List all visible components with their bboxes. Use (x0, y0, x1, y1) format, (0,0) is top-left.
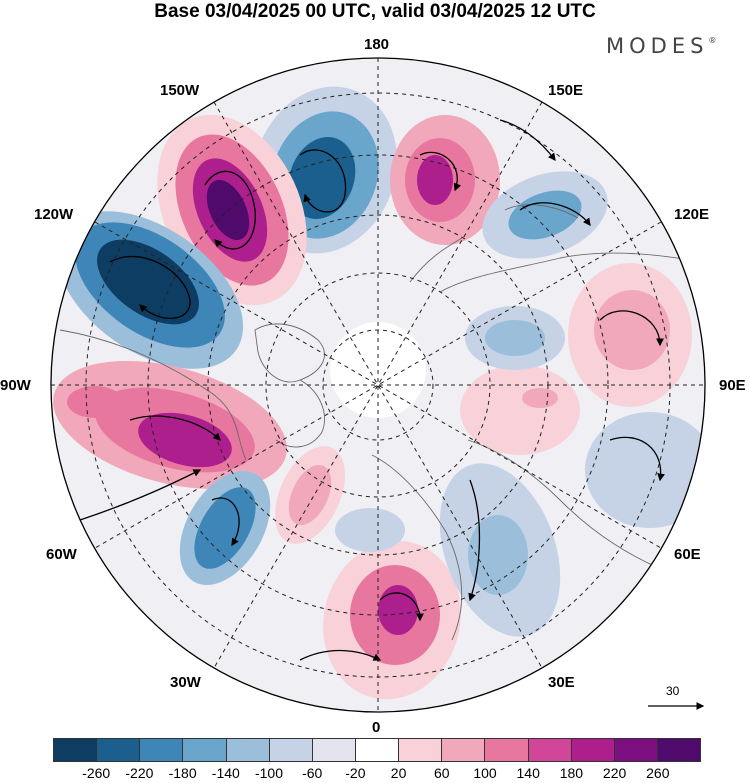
colorbar (53, 738, 701, 762)
reference-vector-label: 30 (666, 684, 680, 698)
colorbar-tick-label: 100 (473, 765, 497, 781)
colorbar-swatch (312, 739, 356, 761)
lon-label-90e: 90E (719, 377, 746, 394)
colorbar-swatch (269, 739, 313, 761)
lon-label-120e: 120E (674, 206, 710, 223)
map-title: Base 03/04/2025 00 UTC, valid 03/04/2025… (154, 1, 596, 22)
brand-registered-mark: ® (708, 36, 717, 45)
colorbar-swatch (614, 739, 658, 761)
brand-name: MODES (606, 34, 709, 58)
colorbar-tick-label: 180 (559, 765, 584, 781)
colorbar-tick-label: -180 (168, 765, 197, 781)
colorbar-swatch (442, 739, 486, 761)
lon-label-120w: 120W (34, 206, 74, 223)
colorbar-tick-label: -140 (211, 765, 240, 781)
colorbar-tick-label: -60 (302, 765, 323, 781)
lon-label-30w: 30W (170, 674, 201, 691)
lon-label-30e: 30E (548, 674, 575, 691)
colorbar-swatch (183, 739, 227, 761)
colorbar-swatch (657, 739, 701, 761)
anomaly-high-greenland (275, 446, 345, 544)
anomaly-low-atlantic (179, 471, 271, 585)
lon-label-150e: 150E (548, 82, 584, 99)
anomaly-high-150w (157, 114, 307, 306)
anomaly-high-north-america (53, 360, 287, 490)
lon-label-60e: 60E (674, 546, 701, 563)
colorbar-tick-label: 20 (390, 765, 407, 781)
colorbar-tick-label: -20 (345, 765, 366, 781)
colorbar-swatch (97, 739, 141, 761)
lon-label-90w: 90W (0, 377, 31, 394)
anomaly-field (51, 58, 705, 712)
colorbar-swatch (140, 739, 184, 761)
anomaly-low-120w (56, 211, 244, 369)
lon-label-0: 0 (372, 719, 381, 736)
colorbar-swatch (399, 739, 443, 761)
colorbar-tick-label: 140 (516, 765, 540, 781)
colorbar-tick-label: -220 (125, 765, 154, 781)
colorbar-tick-label: 220 (602, 765, 627, 781)
colorbar-swatch (226, 739, 270, 761)
anomaly-lows-east-asia (465, 171, 705, 528)
colorbar-tick-label: -260 (82, 765, 111, 781)
colorbar-tick-label: 260 (646, 765, 670, 781)
colorbar-swatch (571, 739, 615, 761)
colorbar-swatch (54, 739, 98, 761)
colorbar-swatch (528, 739, 572, 761)
colorbar-tick-labels: -260 -220 -180 -140 -100 -60 -20 20 60 100 140 180 2… (53, 765, 701, 783)
coastlines (59, 204, 691, 641)
lon-label-180: 180 (364, 36, 390, 53)
streamlines (79, 119, 665, 661)
lon-label-150w: 150W (160, 82, 200, 99)
graticule (51, 58, 705, 712)
brand-logo: MODES® (606, 34, 716, 58)
anomaly-high-europe (323, 540, 461, 700)
colorbar-swatch (485, 739, 529, 761)
colorbar-tick-label: 60 (434, 765, 450, 781)
colorbar-swatch (355, 739, 400, 761)
colorbar-tick-label: -100 (254, 765, 284, 781)
lon-label-60w: 60W (46, 546, 77, 563)
map-boundary (50, 57, 706, 713)
